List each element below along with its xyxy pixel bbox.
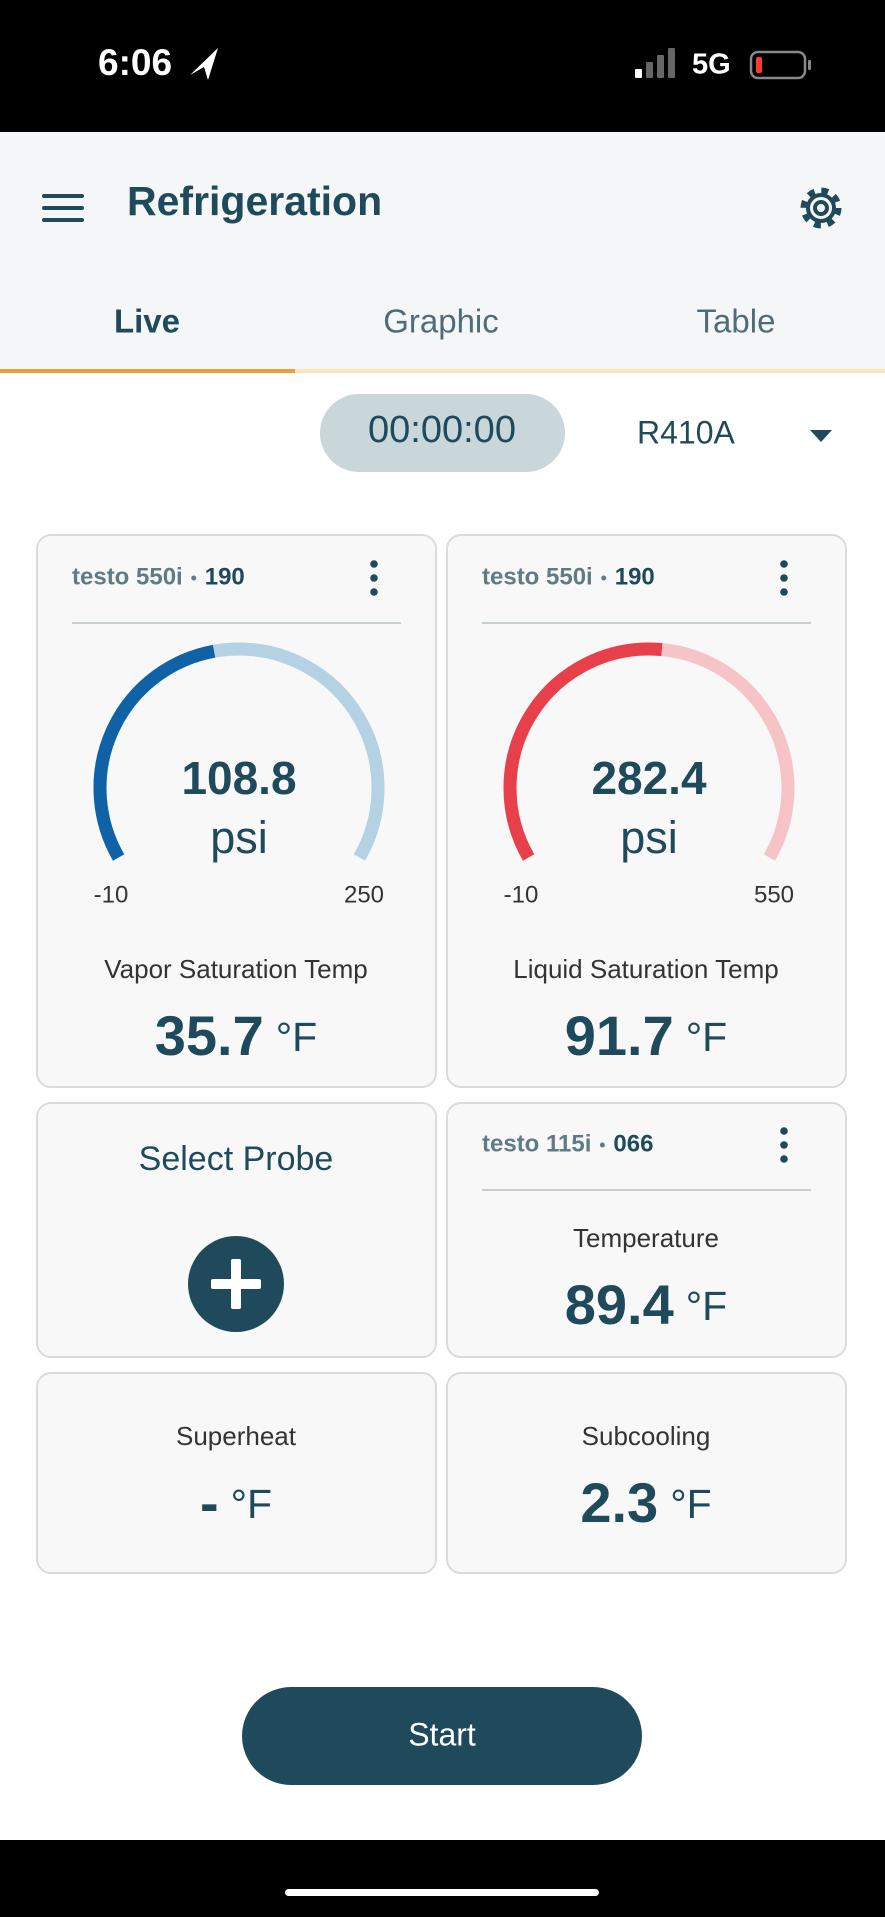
kebab-dot[interactable]	[780, 1155, 788, 1163]
temperature-label: Temperature	[573, 1223, 719, 1253]
settings-button[interactable]	[800, 187, 842, 229]
device-name: testo 115i	[482, 1130, 591, 1157]
menu-button[interactable]	[42, 194, 84, 222]
start-button-label[interactable]: Start	[408, 1716, 476, 1752]
separator-dot	[191, 575, 197, 581]
battery-icon	[749, 50, 811, 80]
gauge-max: 250	[344, 881, 384, 908]
sat-temp-unit: °F	[686, 1014, 727, 1060]
kebab-dot[interactable]	[780, 574, 788, 582]
gauge-min: -10	[94, 881, 129, 908]
temperature-value: 89.4	[565, 1273, 674, 1336]
subcooling-unit: °F	[670, 1481, 711, 1527]
subcooling-value: 2.3	[580, 1471, 658, 1534]
gauge-min: -10	[504, 881, 539, 908]
sat-temp-unit: °F	[276, 1014, 317, 1060]
separator-dot	[601, 575, 607, 581]
tab[interactable]: Graphic	[383, 303, 499, 340]
superheat: - °F	[200, 1471, 272, 1534]
temperature-unit: °F	[686, 1283, 727, 1329]
device-name: testo 550i	[482, 563, 593, 590]
sat-temp: 91.7 °F	[565, 1004, 727, 1067]
tab-indicator	[0, 369, 295, 373]
temperature: 89.4 °F	[565, 1273, 727, 1336]
gauge-max: 550	[754, 881, 794, 908]
kebab-dot[interactable]	[780, 560, 788, 568]
kebab-dot[interactable]	[370, 574, 378, 582]
sat-temp-label: Liquid Saturation Temp	[513, 954, 778, 984]
add-probe-button[interactable]	[188, 1236, 284, 1332]
kebab-dot[interactable]	[780, 588, 788, 596]
gauge-unit: psi	[210, 812, 268, 863]
home-indicator	[285, 1889, 599, 1896]
gauge-value: 282.4	[591, 752, 707, 804]
tab-track	[0, 369, 885, 373]
app-header	[0, 132, 885, 372]
select-probe-label: Select Probe	[139, 1140, 334, 1178]
superheat-unit: °F	[231, 1481, 272, 1527]
location-icon	[190, 48, 218, 80]
timer: 00:00:00	[368, 409, 516, 451]
status-bar	[0, 0, 885, 132]
sat-temp-value: 35.7	[155, 1004, 264, 1067]
gauge-unit: psi	[620, 812, 678, 863]
gauge-fill	[93, 644, 216, 861]
signal-icon	[635, 48, 675, 78]
dropdown-arrow[interactable]	[810, 430, 832, 442]
separator-dot	[599, 1142, 605, 1148]
tab[interactable]: Table	[697, 303, 776, 340]
timer-pill	[320, 394, 565, 472]
network: 5G	[692, 49, 731, 81]
refrigerant[interactable]: R410A	[637, 414, 736, 450]
start-button[interactable]	[242, 1687, 642, 1785]
gauge-value: 108.8	[181, 752, 296, 804]
subcooling-label: Subcooling	[582, 1421, 711, 1451]
kebab-dot[interactable]	[780, 1141, 788, 1149]
sat-temp-label: Vapor Saturation Temp	[104, 954, 368, 984]
sat-temp-value: 91.7	[565, 1004, 674, 1067]
cards	[36, 534, 847, 1574]
home-bar	[0, 1840, 885, 1917]
device-id: 190	[615, 563, 655, 590]
gauge-fill	[503, 642, 663, 861]
device-name: testo 550i	[72, 563, 183, 590]
device-id: 190	[205, 563, 245, 590]
superheat-label: Superheat	[176, 1421, 297, 1451]
tab[interactable]: Live	[114, 303, 180, 340]
subcooling: 2.3 °F	[580, 1471, 711, 1534]
kebab-dot[interactable]	[780, 1127, 788, 1135]
sat-temp: 35.7 °F	[155, 1004, 317, 1067]
clock: 6:06	[98, 42, 172, 83]
app-title: Refrigeration	[127, 178, 382, 224]
device-id: 066	[613, 1130, 653, 1157]
kebab-dot[interactable]	[370, 560, 378, 568]
superheat-value: -	[200, 1471, 219, 1534]
kebab-dot[interactable]	[370, 588, 378, 596]
